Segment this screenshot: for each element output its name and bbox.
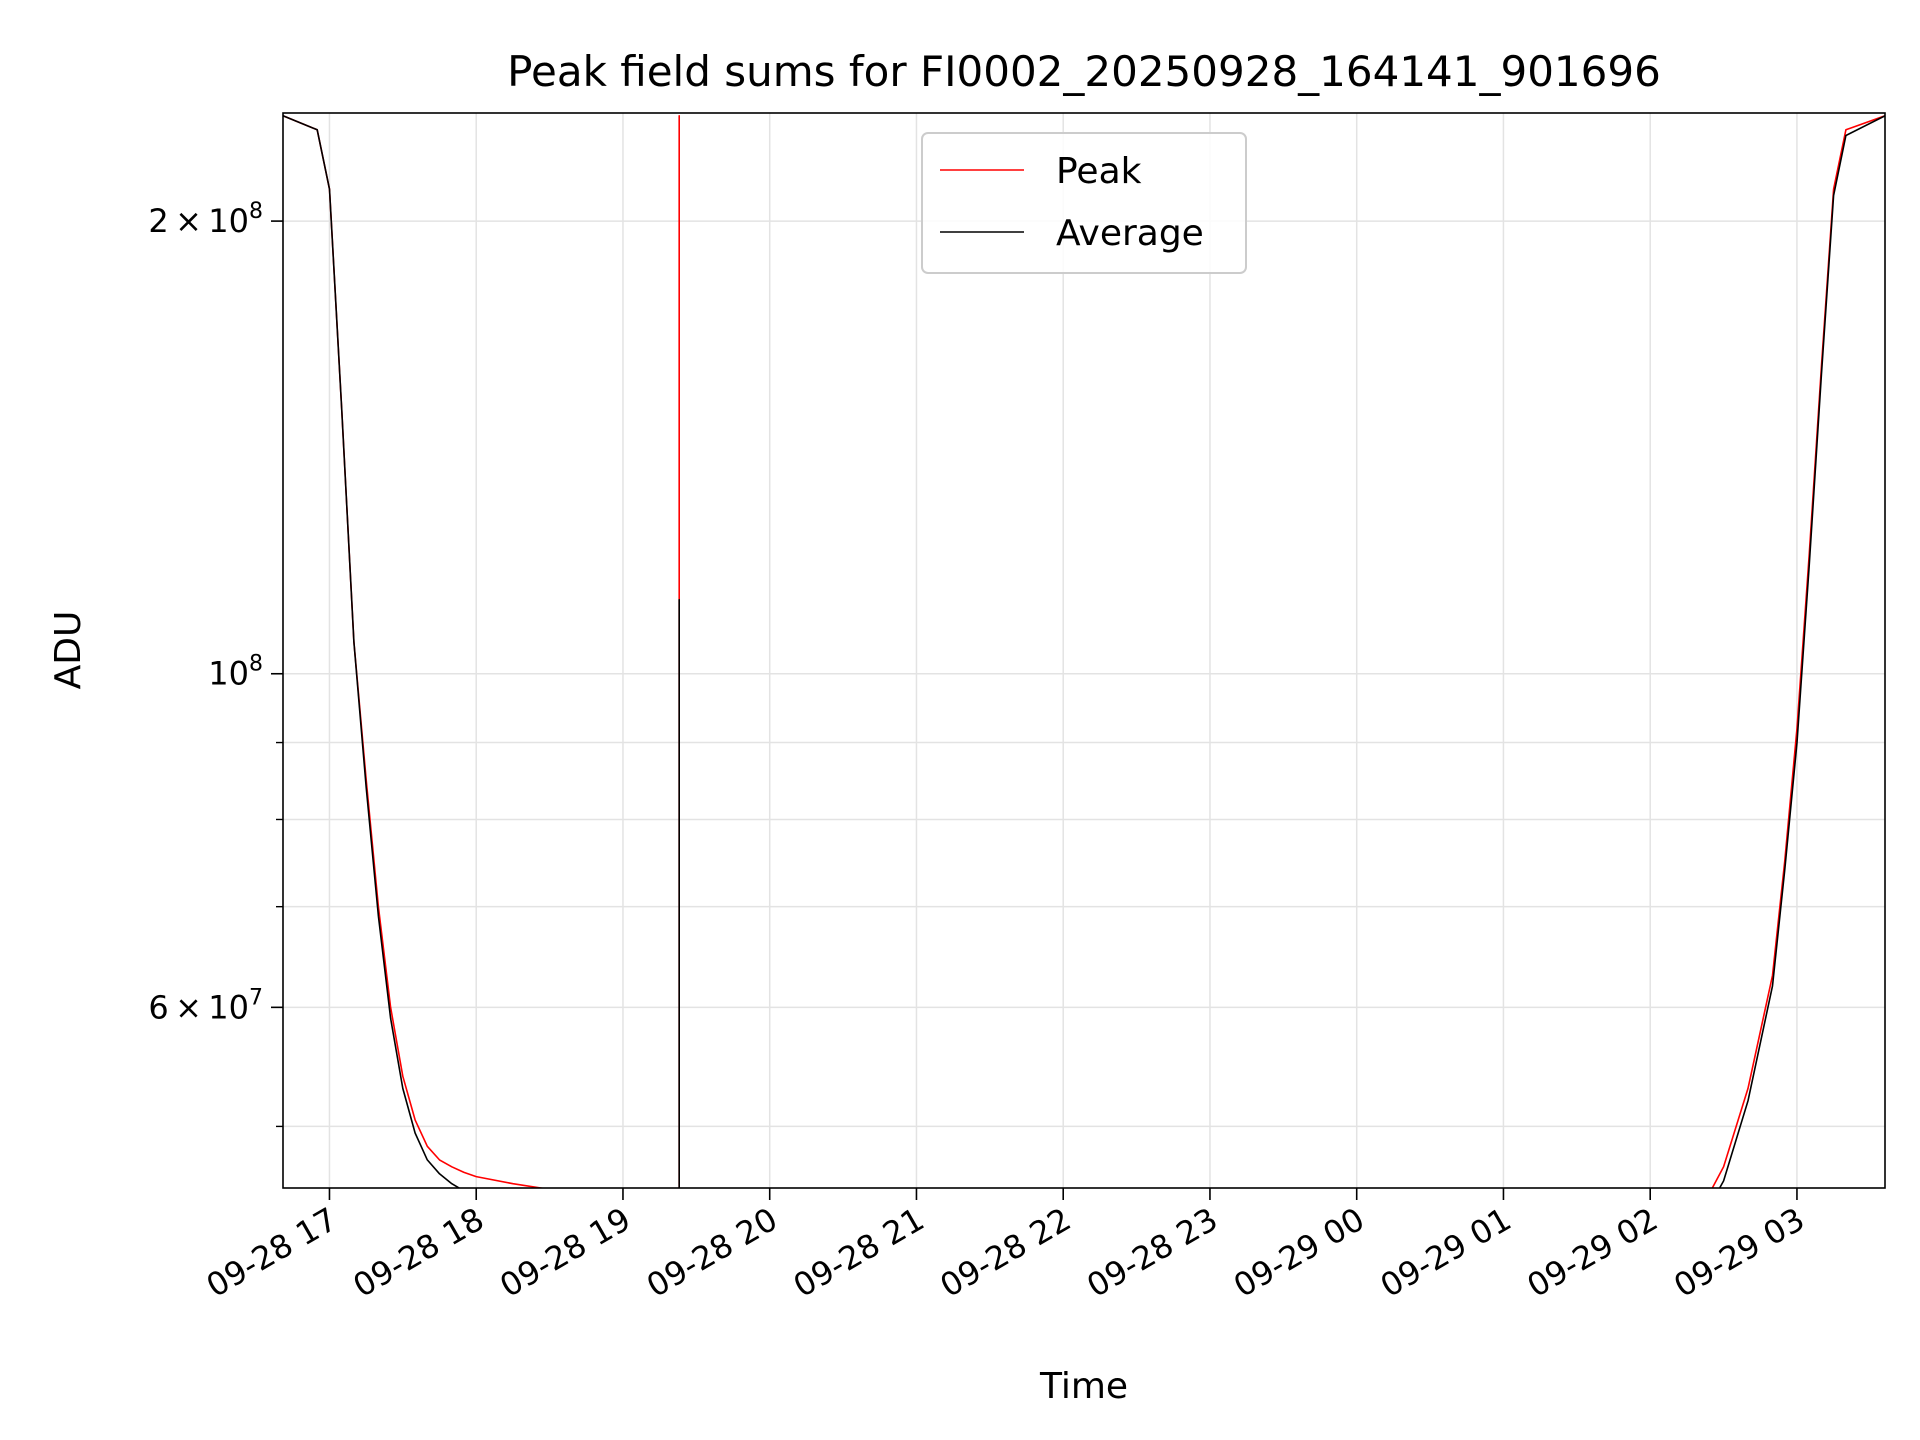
y-axis: 6 × 107 108 2 × 108 — [148, 199, 283, 1128]
chart-title: Peak field sums for FI0002_20250928_1641… — [507, 47, 1661, 96]
plot-series — [283, 115, 1885, 1188]
legend-frame — [921, 132, 1247, 274]
y-axis-label: ADU — [48, 611, 89, 690]
y-tick-label: 2 × 108 — [148, 199, 263, 240]
y-tick-label: 108 — [208, 652, 263, 693]
series-line-peak — [283, 115, 1885, 1188]
series-line-average — [283, 115, 1885, 1188]
y-tick-label: 6 × 107 — [148, 985, 263, 1026]
legend-label-peak: Peak — [1056, 151, 1142, 192]
x-axis-label: Time — [1039, 1366, 1128, 1407]
plot-frame — [282, 112, 1886, 1189]
legend: Peak Average — [921, 132, 1247, 274]
legend-label-average: Average — [1056, 213, 1204, 254]
